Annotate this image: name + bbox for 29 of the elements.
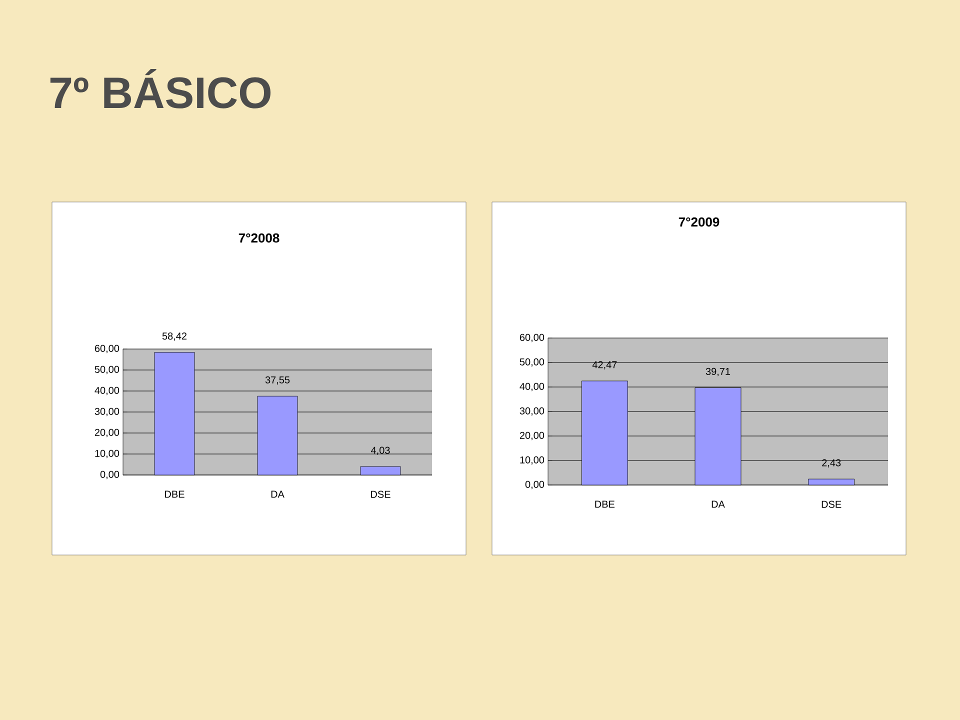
chart-title: 7°2009	[678, 217, 720, 227]
data-label: 37,55	[265, 376, 290, 385]
y-tick-label: 50,00	[520, 358, 544, 367]
data-label: 39,71	[706, 368, 730, 376]
text: 7º BÁSICO	[50, 69, 270, 108]
y-tick-label: 30,00	[520, 407, 544, 416]
x-tick-label: DSE	[822, 500, 842, 508]
y-tick-label: 20,00	[94, 428, 120, 438]
data-label: 4,03	[371, 446, 390, 456]
y-tick-label: 0,00	[525, 480, 544, 490]
y-tick-label: 40,00	[520, 382, 544, 392]
x-tick-label: DA	[712, 500, 725, 508]
y-tick-label: 30,00	[94, 408, 120, 416]
data-label: 58,42	[162, 332, 187, 341]
y-tick-label: 40,00	[94, 386, 120, 396]
data-label: 2,43	[822, 459, 841, 468]
data-label: 42,47	[592, 361, 617, 370]
y-tick-label: 50,00	[94, 366, 120, 374]
x-tick-label: DA	[271, 490, 284, 498]
x-tick-label: DBE	[165, 490, 184, 498]
y-tick-label: 10,00	[95, 450, 120, 458]
y-tick-label: 10,00	[520, 456, 544, 465]
y-tick-label: 60,00	[94, 344, 120, 354]
x-tick-label: DSE	[371, 490, 390, 498]
y-tick-label: 20,00	[520, 432, 544, 440]
x-tick-label: DBE	[595, 500, 615, 508]
y-tick-label: 0,00	[100, 470, 120, 480]
chart-title: 7°2008	[238, 233, 280, 243]
y-tick-label: 60,00	[520, 334, 544, 342]
